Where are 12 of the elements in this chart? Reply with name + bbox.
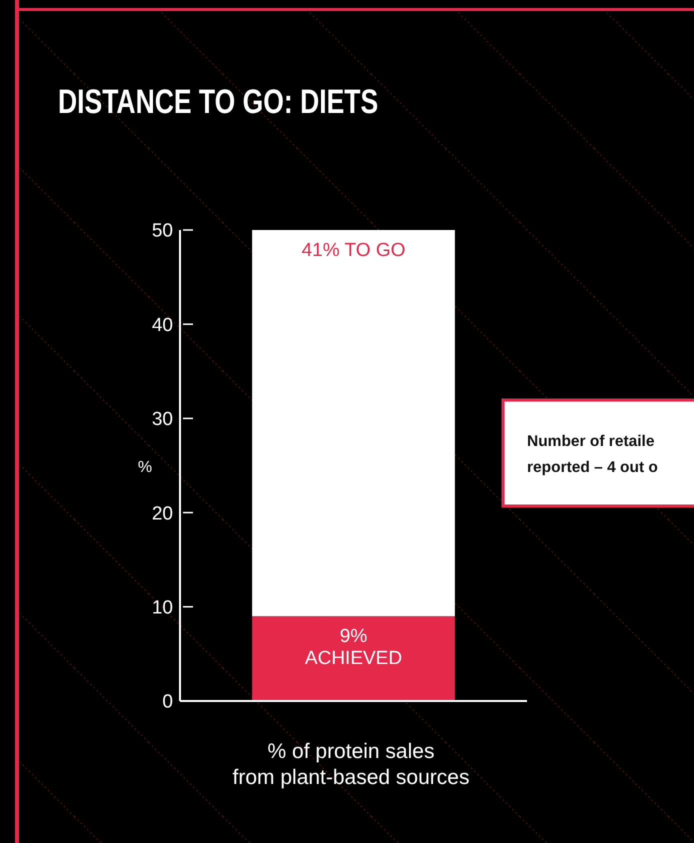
data-label: 41% TO GO xyxy=(302,240,406,261)
chart-title: DISTANCE TO GO: DIETS xyxy=(58,82,378,121)
y-tick-label: 30 xyxy=(152,409,173,430)
y-axis-title: % xyxy=(138,459,152,476)
y-tick-label: 50 xyxy=(152,220,173,242)
y-tick-label: 10 xyxy=(152,597,173,618)
data-label: 9% ACHIEVED xyxy=(304,626,402,670)
text: Number of retaile reported – 4 out o xyxy=(527,433,658,476)
y-tick-label: 20 xyxy=(152,503,173,524)
y-tick-label: 40 xyxy=(152,314,173,336)
x-axis-title: % of protein sales from plant-based sources xyxy=(232,740,470,789)
y-tick-label: 0 xyxy=(162,692,173,713)
